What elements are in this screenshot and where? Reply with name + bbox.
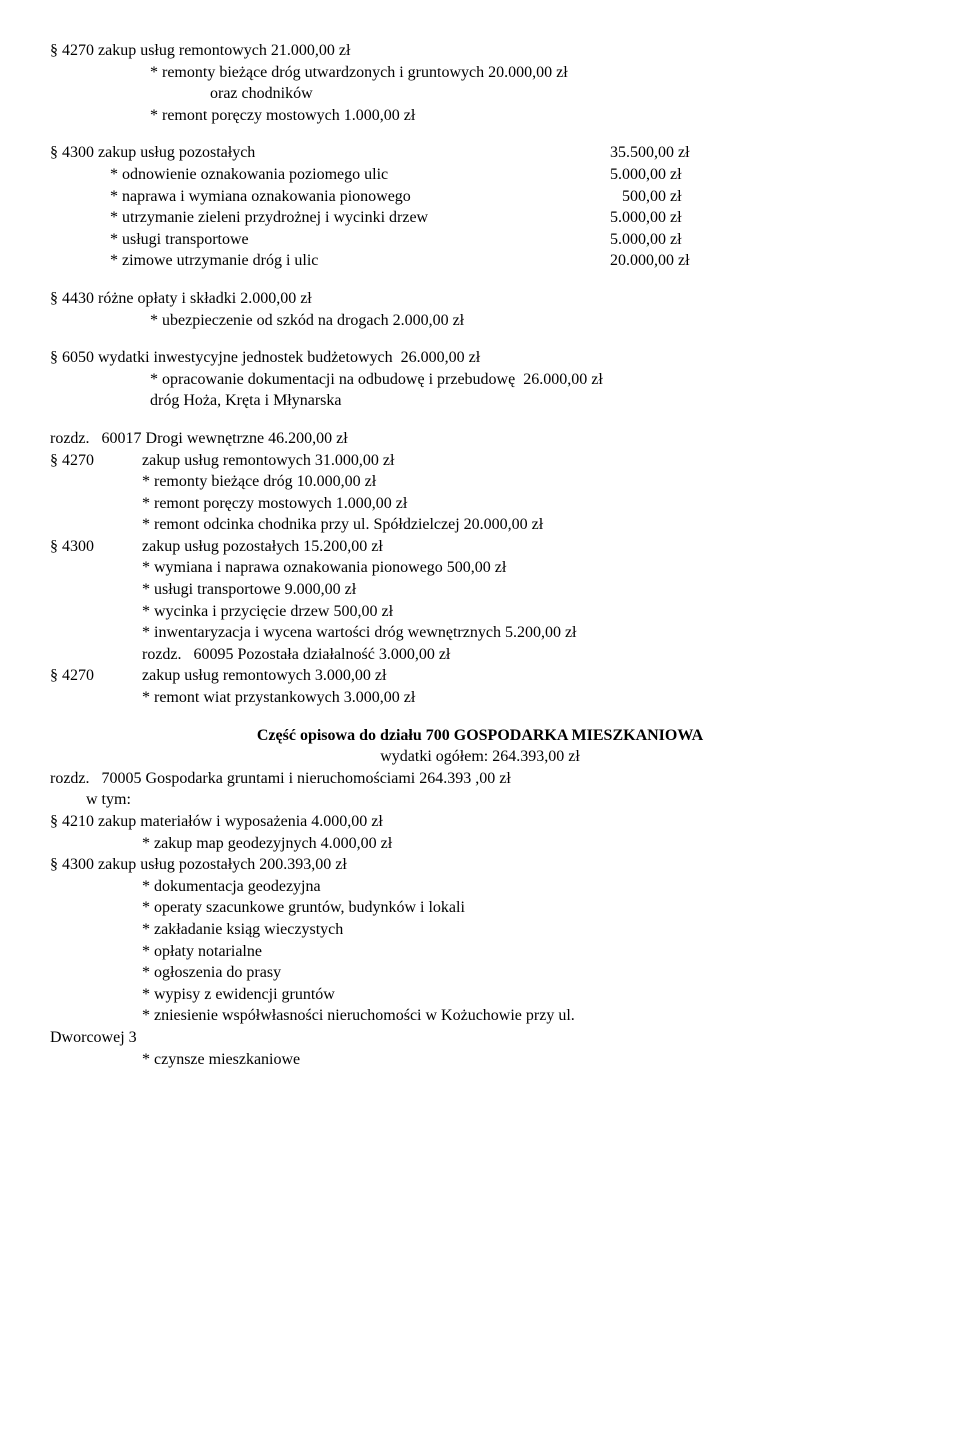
row-zimowe-value: 20.000,00 zł xyxy=(610,250,690,272)
g-dworcowa: Dworcowej 3 xyxy=(50,1027,910,1049)
row-odnowienie-value: 5.000,00 zł xyxy=(610,164,682,186)
rozdz-70005: rozdz. 70005 Gospodarka gruntami i nieru… xyxy=(50,768,910,790)
r-4270-remont3: § 4270 zakup usług remontowych 3.000,00 … xyxy=(50,665,910,687)
row-naprawa: * naprawa i wymiana oznakowania pionoweg… xyxy=(50,186,910,208)
heading-700: Część opisowa do działu 700 GOSPODARKA M… xyxy=(50,725,910,747)
row-4300-label: § 4300 zakup usług pozostałych xyxy=(50,142,610,164)
w-tym: w tym: xyxy=(50,789,910,811)
row-4300: § 4300 zakup usług pozostałych 35.500,00… xyxy=(50,142,910,164)
row-odnowienie: * odnowienie oznakowania poziomego ulic … xyxy=(50,164,910,186)
row-zimowe: * zimowe utrzymanie dróg i ulic 20.000,0… xyxy=(50,250,910,272)
line-4270-remont: § 4270 zakup usług remontowych 21.000,00… xyxy=(50,40,910,62)
g-4300: § 4300 zakup usług pozostałych 200.393,0… xyxy=(50,854,910,876)
r-wycinka: * wycinka i przycięcie drzew 500,00 zł xyxy=(50,601,910,623)
g-zniesienie: * zniesienie współwłasności nieruchomośc… xyxy=(50,1005,910,1027)
r-inwentaryzacja: * inwentaryzacja i wycena wartości dróg … xyxy=(50,622,910,644)
line-4430: § 4430 różne opłaty i składki 2.000,00 z… xyxy=(50,288,910,310)
sub-oraz-chodnikow: oraz chodników xyxy=(50,83,910,105)
row-odnowienie-label: * odnowienie oznakowania poziomego ulic xyxy=(50,164,610,186)
g-ogloszenia: * ogłoszenia do prasy xyxy=(50,962,910,984)
sub-opracowanie: * opracowanie dokumentacji na odbudowę i… xyxy=(50,369,910,391)
sub-remonty-biezace: * remonty bieżące dróg utwardzonych i gr… xyxy=(50,62,910,84)
line-6050: § 6050 wydatki inwestycyjne jednostek bu… xyxy=(50,347,910,369)
r-4300-zakup: § 4300 zakup usług pozostałych 15.200,00… xyxy=(50,536,910,558)
r-remonty-biezace: * remonty bieżące dróg 10.000,00 zł xyxy=(50,471,910,493)
row-zielen-value: 5.000,00 zł xyxy=(610,207,682,229)
rozdz-60017: rozdz. 60017 Drogi wewnętrzne 46.200,00 … xyxy=(50,428,910,450)
r-remont-poreczy: * remont poręczy mostowych 1.000,00 zł xyxy=(50,493,910,515)
g-ksiegi: * zakładanie ksiąg wieczystych xyxy=(50,919,910,941)
r-60095: rozdz. 60095 Pozostała działalność 3.000… xyxy=(50,644,910,666)
sub-drog-hoza: dróg Hoża, Kręta i Młynarska xyxy=(50,390,910,412)
row-zimowe-label: * zimowe utrzymanie dróg i ulic xyxy=(50,250,610,272)
g-oplaty: * opłaty notarialne xyxy=(50,941,910,963)
g-wypisy: * wypisy z ewidencji gruntów xyxy=(50,984,910,1006)
g-operaty: * operaty szacunkowe gruntów, budynków i… xyxy=(50,897,910,919)
r-wymiana: * wymiana i naprawa oznakowania pionoweg… xyxy=(50,557,910,579)
row-zielen-label: * utrzymanie zieleni przydrożnej i wycin… xyxy=(50,207,610,229)
row-transport-value: 5.000,00 zł xyxy=(610,229,682,251)
heading-wydatki: wydatki ogółem: 264.393,00 zł xyxy=(50,746,910,768)
sub-remont-poreczy: * remont poręczy mostowych 1.000,00 zł xyxy=(50,105,910,127)
g-czynsze: * czynsze mieszkaniowe xyxy=(50,1049,910,1071)
g-4210: § 4210 zakup materiałów i wyposażenia 4.… xyxy=(50,811,910,833)
row-naprawa-value: 500,00 zł xyxy=(610,186,682,208)
row-naprawa-label: * naprawa i wymiana oznakowania pionoweg… xyxy=(50,186,610,208)
row-transport: * usługi transportowe 5.000,00 zł xyxy=(50,229,910,251)
g-dokumentacja: * dokumentacja geodezyjna xyxy=(50,876,910,898)
row-transport-label: * usługi transportowe xyxy=(50,229,610,251)
row-zielen: * utrzymanie zieleni przydrożnej i wycin… xyxy=(50,207,910,229)
r-transport: * usługi transportowe 9.000,00 zł xyxy=(50,579,910,601)
sub-ubezpieczenie: * ubezpieczenie od szkód na drogach 2.00… xyxy=(50,310,910,332)
r-remont-wiat: * remont wiat przystankowych 3.000,00 zł xyxy=(50,687,910,709)
row-4300-value: 35.500,00 zł xyxy=(610,142,690,164)
r-4270-zakup: § 4270 zakup usług remontowych 31.000,00… xyxy=(50,450,910,472)
g-mapy: * zakup map geodezyjnych 4.000,00 zł xyxy=(50,833,910,855)
r-remont-odcinka: * remont odcinka chodnika przy ul. Spółd… xyxy=(50,514,910,536)
